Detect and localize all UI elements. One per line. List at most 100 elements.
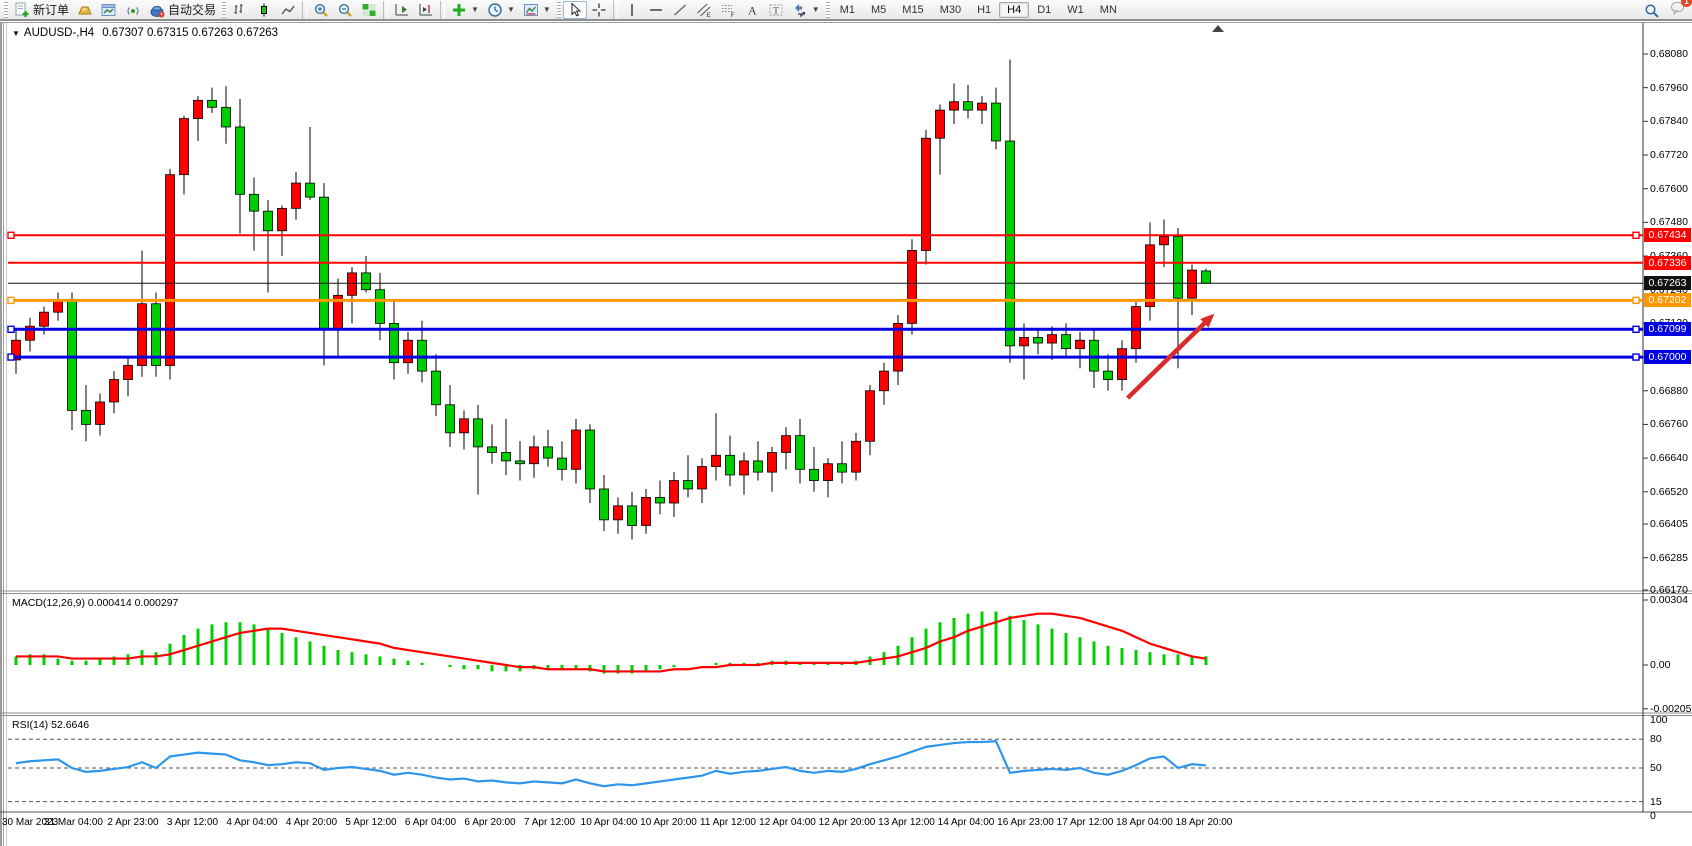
time-tick-label: 14 Apr 04:00 bbox=[938, 817, 995, 828]
line-chart-icon bbox=[280, 2, 296, 18]
cursor-button[interactable] bbox=[563, 1, 587, 19]
tile-windows-button[interactable] bbox=[357, 1, 381, 19]
macd-tick-label: 0.00304 bbox=[1650, 594, 1688, 606]
time-tick-label: 4 Apr 04:00 bbox=[226, 817, 277, 828]
candle bbox=[964, 102, 973, 110]
text-label-icon: T bbox=[768, 2, 784, 18]
chart-shift-button[interactable] bbox=[414, 1, 438, 19]
time-tick-label: 11 Apr 12:00 bbox=[700, 817, 756, 828]
gold-button[interactable] bbox=[73, 1, 97, 19]
candle bbox=[1020, 337, 1029, 345]
line-handle[interactable] bbox=[8, 232, 14, 238]
price-level-badge: 0.67336 bbox=[1644, 256, 1691, 270]
zoom-out-button[interactable] bbox=[333, 1, 357, 19]
indicators-icon bbox=[451, 2, 467, 18]
candle bbox=[768, 452, 777, 472]
price-tick-label: 0.66520 bbox=[1650, 486, 1688, 498]
chart-symbol-period: AUDUSD-,H4 bbox=[24, 27, 94, 39]
toolbar-grip[interactable] bbox=[557, 2, 561, 18]
timeframe-button-m30[interactable]: M30 bbox=[932, 2, 969, 18]
auto-scroll-button[interactable] bbox=[390, 1, 414, 19]
horizontal-line-button[interactable] bbox=[644, 1, 668, 19]
search-icon[interactable] bbox=[1644, 3, 1660, 19]
candle bbox=[488, 447, 497, 453]
timeframe-button-w1[interactable]: W1 bbox=[1059, 2, 1092, 18]
arrows-button[interactable]: ▼ bbox=[788, 1, 824, 19]
line-chart-mode-button[interactable] bbox=[276, 1, 300, 19]
line-handle[interactable] bbox=[1633, 354, 1639, 360]
candle bbox=[222, 107, 231, 127]
line-handle[interactable] bbox=[8, 326, 14, 332]
text-button[interactable]: A bbox=[740, 1, 764, 19]
candle bbox=[1104, 371, 1113, 379]
crosshair-button[interactable] bbox=[587, 1, 611, 19]
macd-values: 0.000414 0.000297 bbox=[88, 597, 179, 609]
fibonacci-button[interactable]: F bbox=[716, 1, 740, 19]
chart-window-icon bbox=[101, 2, 117, 18]
text-label-button[interactable]: T bbox=[764, 1, 788, 19]
candle bbox=[880, 371, 889, 391]
line-handle[interactable] bbox=[1633, 297, 1639, 303]
candle bbox=[460, 419, 469, 433]
time-tick-label: 18 Apr 04:00 bbox=[1116, 817, 1173, 828]
templates-button[interactable]: ▼ bbox=[519, 1, 555, 19]
candle bbox=[82, 410, 91, 424]
candle bbox=[1048, 335, 1057, 343]
auto-trading-button[interactable]: 自动交易 bbox=[145, 1, 220, 19]
time-tick-label: 13 Apr 12:00 bbox=[878, 817, 935, 828]
line-handle[interactable] bbox=[1633, 232, 1639, 238]
text-icon: A bbox=[744, 2, 760, 18]
timeframe-button-m5[interactable]: M5 bbox=[863, 2, 894, 18]
bar-chart-mode-button[interactable] bbox=[228, 1, 252, 19]
chart-canvas[interactable] bbox=[0, 0, 1692, 846]
indicators-button[interactable]: ▼ bbox=[447, 1, 483, 19]
new-order-button[interactable]: 新订单 bbox=[10, 1, 73, 19]
candle bbox=[1160, 236, 1169, 244]
signal-button[interactable] bbox=[121, 1, 145, 19]
candle bbox=[866, 391, 875, 442]
new-order-icon bbox=[14, 2, 30, 18]
signal-icon bbox=[125, 2, 141, 18]
symbol-dropdown-icon[interactable]: ▼ bbox=[12, 29, 20, 38]
candle bbox=[670, 481, 679, 503]
toolbar-grip[interactable] bbox=[826, 2, 830, 18]
candle bbox=[516, 461, 525, 464]
notifications-button[interactable]: 1 bbox=[1670, 0, 1686, 21]
time-tick-label: 6 Apr 04:00 bbox=[405, 817, 456, 828]
candle bbox=[838, 464, 847, 472]
zoom-in-button[interactable] bbox=[309, 1, 333, 19]
timeframe-button-m15[interactable]: M15 bbox=[894, 2, 931, 18]
candle bbox=[1076, 340, 1085, 348]
candle bbox=[1146, 245, 1155, 307]
trendline-button[interactable] bbox=[668, 1, 692, 19]
timeframe-button-h4[interactable]: H4 bbox=[999, 2, 1029, 18]
equidistant-channel-button[interactable]: E bbox=[692, 1, 716, 19]
candlestick-icon bbox=[256, 2, 272, 18]
candle bbox=[544, 447, 553, 458]
toolbar-grip[interactable] bbox=[4, 2, 8, 18]
periods-button[interactable]: ▼ bbox=[483, 1, 519, 19]
timeframe-button-m1[interactable]: M1 bbox=[832, 2, 863, 18]
svg-text:A: A bbox=[748, 3, 757, 17]
timeframe-button-mn[interactable]: MN bbox=[1092, 2, 1125, 18]
price-tick-label: 0.68080 bbox=[1650, 48, 1688, 60]
charts-button[interactable] bbox=[97, 1, 121, 19]
timeframe-button-d1[interactable]: D1 bbox=[1029, 2, 1059, 18]
line-handle[interactable] bbox=[8, 297, 14, 303]
candle bbox=[54, 301, 63, 312]
line-handle[interactable] bbox=[8, 354, 14, 360]
price-level-badge: 0.67000 bbox=[1644, 350, 1691, 364]
macd-signal-line bbox=[16, 614, 1206, 672]
macd-name: MACD(12,26,9) bbox=[12, 597, 85, 609]
candlestick-mode-button[interactable] bbox=[252, 1, 276, 19]
candle bbox=[96, 402, 105, 424]
time-tick-label: 10 Apr 04:00 bbox=[581, 817, 638, 828]
vertical-line-button[interactable] bbox=[620, 1, 644, 19]
price-level-badge: 0.67099 bbox=[1644, 322, 1691, 336]
line-handle[interactable] bbox=[1633, 326, 1639, 332]
toolbar-grip[interactable] bbox=[222, 2, 226, 18]
macd-indicator-label: MACD(12,26,9) 0.000414 0.000297 bbox=[12, 597, 178, 609]
candle bbox=[628, 506, 637, 526]
timeframe-button-h1[interactable]: H1 bbox=[969, 2, 999, 18]
chart-title: ▼AUDUSD-,H40.67307 0.67315 0.67263 0.672… bbox=[12, 27, 278, 39]
